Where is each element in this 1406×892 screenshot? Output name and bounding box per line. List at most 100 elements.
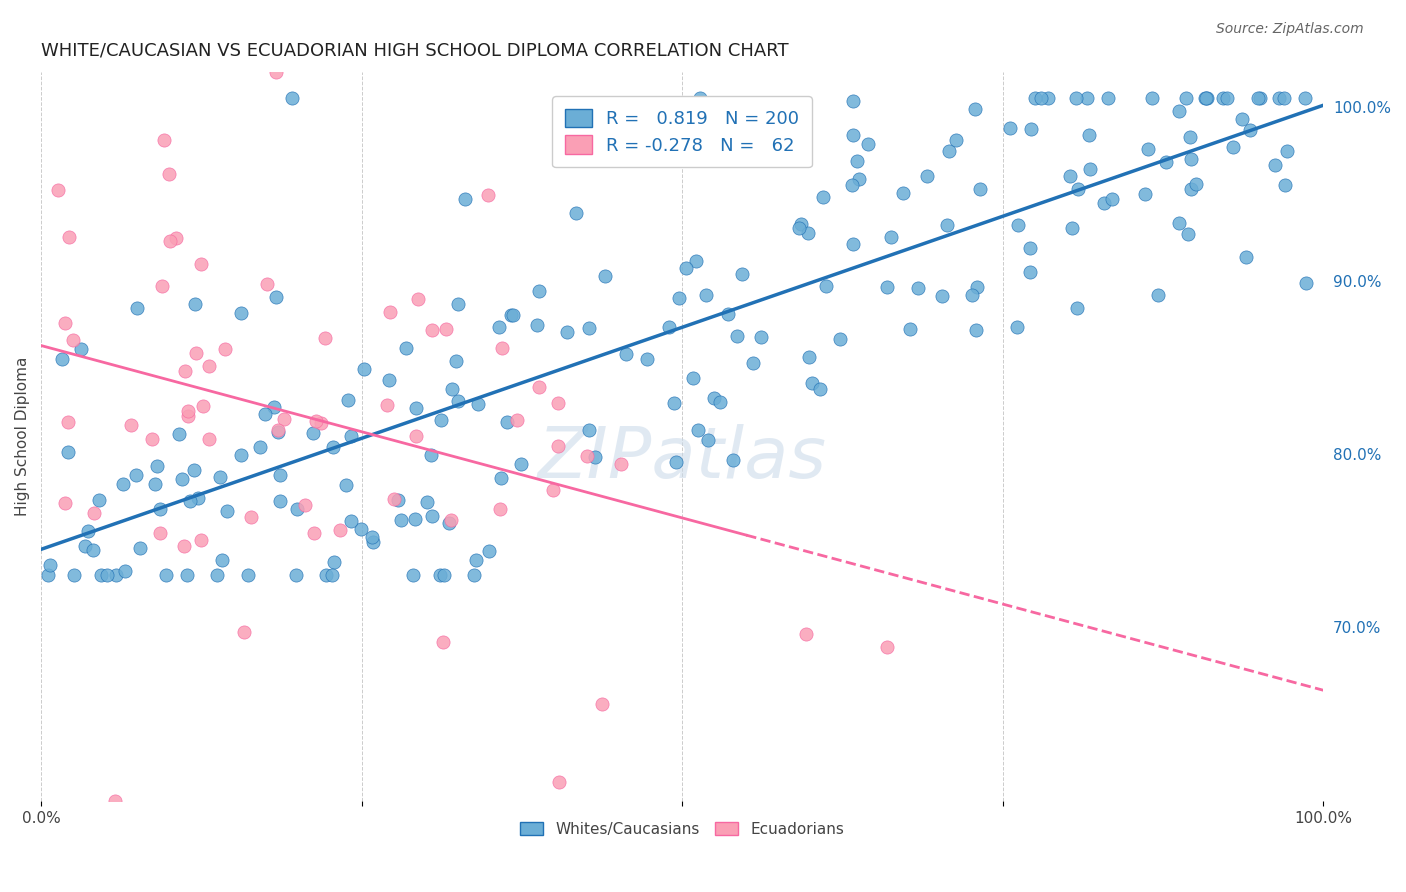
Point (141, 432, 163, 446)
Point (305, 414, 328, 428)
Point (695, 288, 717, 302)
Point (87, 492, 110, 507)
Point (686, 423, 709, 437)
Point (1184, 177, 1206, 191)
Point (249, 440, 271, 454)
Point (742, 356, 765, 370)
Point (165, 231, 187, 245)
Point (467, 397, 489, 411)
Point (51, 352, 73, 367)
Point (70, 342, 93, 356)
Point (814, 279, 837, 293)
Point (1234, 250, 1257, 264)
Point (433, 568, 456, 582)
Point (153, 132, 176, 146)
Point (841, 178, 863, 193)
Point (353, 362, 375, 376)
Point (322, 441, 344, 455)
Point (378, 305, 401, 319)
Point (236, 568, 259, 582)
Point (420, 508, 443, 523)
Point (429, 413, 451, 427)
Point (697, 433, 720, 447)
Point (53, 496, 76, 510)
Point (37, 568, 59, 582)
Point (721, 453, 744, 467)
Point (405, 428, 427, 442)
Point (58, 415, 80, 429)
Point (269, 467, 291, 482)
Point (53, 316, 76, 330)
Point (796, 226, 818, 240)
Point (273, 412, 295, 426)
Point (207, 568, 229, 582)
Point (1272, 91, 1295, 105)
Point (125, 301, 148, 315)
Point (527, 379, 550, 393)
Point (1247, 91, 1270, 105)
Point (1249, 91, 1271, 105)
Point (725, 329, 748, 343)
Point (842, 95, 865, 109)
Point (90, 568, 112, 582)
Point (173, 539, 195, 553)
Point (578, 321, 600, 335)
Point (1212, 91, 1234, 105)
Point (565, 206, 588, 220)
Point (675, 260, 697, 275)
Point (285, 501, 308, 516)
Point (264, 65, 287, 79)
Point (46, 183, 69, 197)
Point (239, 509, 262, 524)
Point (842, 128, 865, 142)
Point (1275, 144, 1298, 158)
Point (1167, 103, 1189, 118)
Point (150, 279, 173, 293)
Point (548, 774, 571, 789)
Point (1178, 129, 1201, 144)
Point (811, 189, 834, 203)
Point (157, 167, 180, 181)
Point (658, 319, 681, 334)
Point (284, 568, 307, 582)
Point (1174, 91, 1197, 105)
Point (229, 448, 252, 462)
Point (1136, 143, 1159, 157)
Point (155, 568, 177, 582)
Point (337, 392, 360, 407)
Text: WHITE/CAUCASIAN VS ECUADORIAN HIGH SCHOOL DIPLOMA CORRELATION CHART: WHITE/CAUCASIAN VS ECUADORIAN HIGH SCHOO… (41, 42, 789, 60)
Point (1029, 91, 1052, 105)
Point (1076, 91, 1098, 105)
Point (75, 539, 97, 553)
Point (77, 524, 100, 538)
Point (1066, 91, 1088, 105)
Y-axis label: High School Diploma: High School Diploma (15, 357, 30, 516)
Point (231, 306, 253, 320)
Point (387, 492, 409, 507)
Point (1147, 288, 1170, 302)
Point (361, 535, 384, 549)
Point (211, 553, 233, 567)
Point (420, 448, 443, 462)
Point (281, 91, 304, 105)
Point (668, 292, 690, 306)
Point (614, 347, 637, 361)
Point (382, 491, 405, 506)
Point (1195, 91, 1218, 105)
Point (665, 455, 688, 469)
Point (232, 625, 254, 640)
Point (267, 423, 290, 437)
Point (510, 458, 533, 472)
Point (215, 504, 238, 518)
Point (966, 280, 988, 294)
Point (1007, 218, 1029, 232)
Point (208, 469, 231, 483)
Point (945, 133, 967, 147)
Point (198, 433, 221, 447)
Point (1222, 140, 1244, 154)
Point (82, 543, 104, 558)
Point (146, 459, 169, 474)
Point (378, 373, 401, 387)
Point (797, 351, 820, 365)
Point (848, 171, 870, 186)
